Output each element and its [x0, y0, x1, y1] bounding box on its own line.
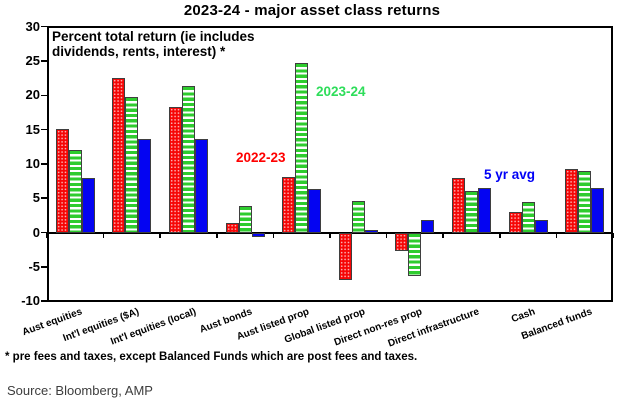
x-axis-tick-mark [46, 232, 48, 238]
x-axis-tick-mark [216, 232, 218, 238]
chart-title: 2023-24 - major asset class returns [183, 2, 441, 19]
y-axis-tick-mark [41, 128, 47, 131]
bar-2023-24 [521, 202, 535, 234]
x-axis-tick-mark [272, 232, 275, 238]
x-axis-tick-mark [159, 232, 161, 238]
y-axis-tick-mark [41, 94, 47, 97]
bar-2022-23 [508, 211, 522, 234]
x-axis-tick-mark [555, 232, 558, 238]
y-axis-tick-label: 5 [32, 190, 40, 206]
y-axis-tick-mark [41, 60, 47, 62]
bar-2023-24 [465, 191, 478, 234]
y-axis-tick-mark [41, 197, 47, 199]
plot-annotation-line2: dividends, rents, interest) * [52, 44, 226, 59]
y-axis-tick-label: -10 [21, 293, 40, 309]
y-axis-tick-label: 30 [25, 18, 40, 34]
bar-2023-24 [295, 63, 309, 234]
bar-2023-24 [125, 96, 139, 234]
bar-2022-23 [338, 232, 352, 281]
bar-2023-24 [68, 150, 82, 234]
y-axis-tick-mark [41, 163, 47, 165]
series-label-2023-24: 2023-24 [316, 84, 366, 99]
bar-2023-24 [182, 86, 195, 234]
x-axis-tick-mark [385, 232, 388, 238]
bar-5-yr-avg [308, 188, 322, 234]
bar-2022-23 [565, 168, 579, 234]
bar-2023-24 [351, 200, 365, 234]
x-axis-tick-mark [499, 232, 501, 238]
bar-2022-23 [169, 106, 182, 234]
bar-2022-23 [112, 78, 126, 234]
series-label-2022-23: 2022-23 [236, 150, 286, 165]
bar-5-yr-avg [251, 232, 265, 237]
y-axis-tick-mark [41, 266, 47, 268]
plot-annotation: Percent total return (ie includes divide… [52, 29, 255, 59]
bar-5-yr-avg [138, 138, 152, 234]
bar-2022-23 [395, 232, 409, 251]
bar-5-yr-avg [421, 220, 435, 234]
bar-5-yr-avg [591, 187, 605, 234]
series-label-5yr-avg: 5 yr avg [484, 167, 536, 182]
x-axis-tick-mark [442, 232, 444, 238]
bar-5-yr-avg [364, 230, 378, 234]
y-axis-tick-label: 10 [25, 155, 40, 171]
bar-5-yr-avg [81, 178, 95, 234]
y-axis-tick-mark [41, 25, 47, 28]
y-axis-tick-label: 25 [25, 53, 40, 68]
y-axis-tick-label: 15 [25, 121, 40, 137]
bar-2022-23 [452, 177, 465, 234]
y-axis-tick-mark [41, 231, 47, 234]
bar-2023-24 [238, 206, 252, 234]
source-credit: Source: Bloomberg, AMP [7, 383, 153, 398]
y-axis-tick-label: 20 [25, 87, 40, 103]
bar-5-yr-avg [534, 220, 548, 234]
bar-5-yr-avg [478, 187, 491, 234]
y-axis-tick-mark [41, 300, 47, 302]
bar-5-yr-avg [195, 138, 208, 234]
x-axis-tick-mark [612, 232, 614, 238]
bar-2022-23 [55, 128, 69, 234]
bar-2023-24 [408, 232, 422, 277]
plot-annotation-line1: Percent total return (ie includes [52, 29, 255, 44]
bar-2022-23 [225, 222, 239, 234]
x-axis-tick-mark [102, 232, 105, 238]
y-axis-tick-label: 0 [32, 224, 40, 240]
bar-2022-23 [282, 176, 296, 234]
bar-2023-24 [578, 171, 592, 234]
y-axis-tick-label: -5 [28, 258, 40, 274]
footnote: * pre fees and taxes, except Balanced Fu… [5, 351, 418, 363]
x-axis-tick-mark [329, 232, 331, 238]
